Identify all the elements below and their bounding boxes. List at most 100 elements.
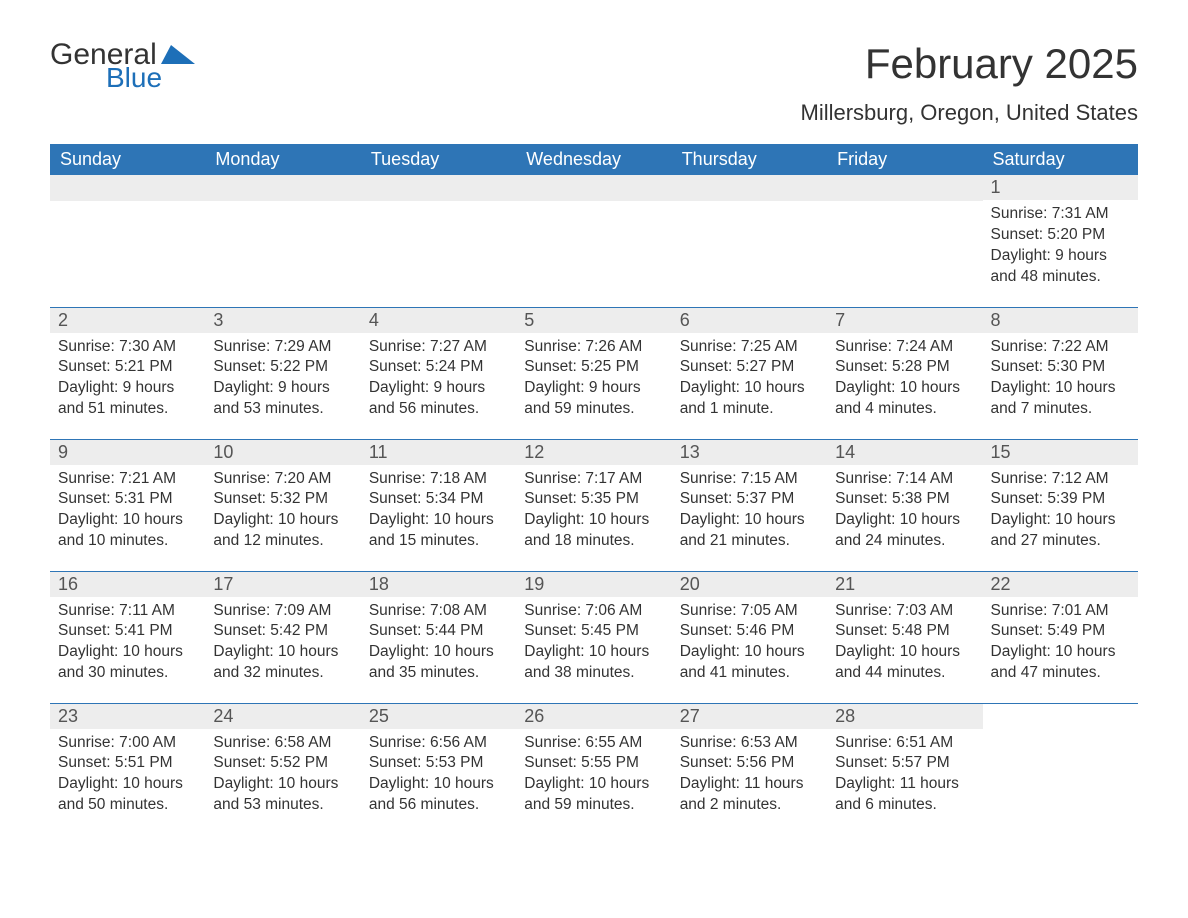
day-details: Sunrise: 7:17 AMSunset: 5:35 PMDaylight:…: [516, 465, 671, 561]
calendar-empty-cell: [361, 175, 516, 307]
calendar-day-cell: 22Sunrise: 7:01 AMSunset: 5:49 PMDayligh…: [983, 571, 1138, 703]
day-header: Thursday: [672, 144, 827, 175]
calendar-empty-cell: [50, 175, 205, 307]
day-details: Sunrise: 6:51 AMSunset: 5:57 PMDaylight:…: [827, 729, 982, 825]
day-details: Sunrise: 7:18 AMSunset: 5:34 PMDaylight:…: [361, 465, 516, 561]
day-number: 13: [672, 440, 827, 465]
day-number: 18: [361, 572, 516, 597]
day-number: 28: [827, 704, 982, 729]
day-number-empty: [205, 175, 360, 201]
day-number-empty: [827, 175, 982, 201]
day-number: 16: [50, 572, 205, 597]
day-details: Sunrise: 7:00 AMSunset: 5:51 PMDaylight:…: [50, 729, 205, 825]
calendar-week-row: 23Sunrise: 7:00 AMSunset: 5:51 PMDayligh…: [50, 703, 1138, 835]
calendar-header-row: SundayMondayTuesdayWednesdayThursdayFrid…: [50, 144, 1138, 175]
day-details: Sunrise: 6:55 AMSunset: 5:55 PMDaylight:…: [516, 729, 671, 825]
calendar-day-cell: 24Sunrise: 6:58 AMSunset: 5:52 PMDayligh…: [205, 703, 360, 835]
day-number: 9: [50, 440, 205, 465]
day-details: Sunrise: 7:26 AMSunset: 5:25 PMDaylight:…: [516, 333, 671, 429]
day-details: Sunrise: 6:53 AMSunset: 5:56 PMDaylight:…: [672, 729, 827, 825]
calendar-day-cell: 2Sunrise: 7:30 AMSunset: 5:21 PMDaylight…: [50, 307, 205, 439]
day-number: 26: [516, 704, 671, 729]
day-number: 8: [983, 308, 1138, 333]
day-number: 23: [50, 704, 205, 729]
day-details: Sunrise: 7:27 AMSunset: 5:24 PMDaylight:…: [361, 333, 516, 429]
day-header: Sunday: [50, 144, 205, 175]
page-title: February 2025: [865, 40, 1138, 88]
calendar-day-cell: 12Sunrise: 7:17 AMSunset: 5:35 PMDayligh…: [516, 439, 671, 571]
day-number: 6: [672, 308, 827, 333]
day-number-empty: [516, 175, 671, 201]
day-details: Sunrise: 7:15 AMSunset: 5:37 PMDaylight:…: [672, 465, 827, 561]
calendar-day-cell: 19Sunrise: 7:06 AMSunset: 5:45 PMDayligh…: [516, 571, 671, 703]
location-subtitle: Millersburg, Oregon, United States: [50, 100, 1138, 126]
day-header: Wednesday: [516, 144, 671, 175]
calendar-day-cell: 23Sunrise: 7:00 AMSunset: 5:51 PMDayligh…: [50, 703, 205, 835]
calendar-day-cell: 20Sunrise: 7:05 AMSunset: 5:46 PMDayligh…: [672, 571, 827, 703]
calendar-day-cell: 10Sunrise: 7:20 AMSunset: 5:32 PMDayligh…: [205, 439, 360, 571]
day-details: Sunrise: 7:09 AMSunset: 5:42 PMDaylight:…: [205, 597, 360, 693]
day-number-empty: [672, 175, 827, 201]
calendar-empty-cell: [672, 175, 827, 307]
calendar-day-cell: 4Sunrise: 7:27 AMSunset: 5:24 PMDaylight…: [361, 307, 516, 439]
calendar-day-cell: 1Sunrise: 7:31 AMSunset: 5:20 PMDaylight…: [983, 175, 1138, 307]
calendar-day-cell: 9Sunrise: 7:21 AMSunset: 5:31 PMDaylight…: [50, 439, 205, 571]
day-details: Sunrise: 7:05 AMSunset: 5:46 PMDaylight:…: [672, 597, 827, 693]
day-number: 25: [361, 704, 516, 729]
day-number: 15: [983, 440, 1138, 465]
day-number: 11: [361, 440, 516, 465]
day-number: 22: [983, 572, 1138, 597]
day-number: 5: [516, 308, 671, 333]
day-number: 2: [50, 308, 205, 333]
day-number: 19: [516, 572, 671, 597]
day-details: Sunrise: 7:30 AMSunset: 5:21 PMDaylight:…: [50, 333, 205, 429]
calendar-day-cell: 14Sunrise: 7:14 AMSunset: 5:38 PMDayligh…: [827, 439, 982, 571]
calendar-day-cell: 11Sunrise: 7:18 AMSunset: 5:34 PMDayligh…: [361, 439, 516, 571]
calendar-day-cell: 28Sunrise: 6:51 AMSunset: 5:57 PMDayligh…: [827, 703, 982, 835]
calendar-week-row: 1Sunrise: 7:31 AMSunset: 5:20 PMDaylight…: [50, 175, 1138, 307]
calendar-day-cell: 25Sunrise: 6:56 AMSunset: 5:53 PMDayligh…: [361, 703, 516, 835]
calendar-week-row: 2Sunrise: 7:30 AMSunset: 5:21 PMDaylight…: [50, 307, 1138, 439]
day-number: 20: [672, 572, 827, 597]
calendar-week-row: 16Sunrise: 7:11 AMSunset: 5:41 PMDayligh…: [50, 571, 1138, 703]
day-header: Friday: [827, 144, 982, 175]
day-number: 17: [205, 572, 360, 597]
day-number: 12: [516, 440, 671, 465]
day-number: 14: [827, 440, 982, 465]
calendar-day-cell: 16Sunrise: 7:11 AMSunset: 5:41 PMDayligh…: [50, 571, 205, 703]
calendar-day-cell: 6Sunrise: 7:25 AMSunset: 5:27 PMDaylight…: [672, 307, 827, 439]
day-number-empty: [361, 175, 516, 201]
day-details: Sunrise: 7:14 AMSunset: 5:38 PMDaylight:…: [827, 465, 982, 561]
calendar-day-cell: 8Sunrise: 7:22 AMSunset: 5:30 PMDaylight…: [983, 307, 1138, 439]
day-number-empty: [50, 175, 205, 201]
day-details: Sunrise: 7:31 AMSunset: 5:20 PMDaylight:…: [983, 200, 1138, 296]
day-number: 24: [205, 704, 360, 729]
day-details: Sunrise: 7:24 AMSunset: 5:28 PMDaylight:…: [827, 333, 982, 429]
day-number: 3: [205, 308, 360, 333]
day-details: Sunrise: 7:29 AMSunset: 5:22 PMDaylight:…: [205, 333, 360, 429]
calendar-body: 1Sunrise: 7:31 AMSunset: 5:20 PMDaylight…: [50, 175, 1138, 835]
header-row: General Blue February 2025: [50, 40, 1138, 92]
day-details: Sunrise: 6:58 AMSunset: 5:52 PMDaylight:…: [205, 729, 360, 825]
day-header: Monday: [205, 144, 360, 175]
calendar-empty-cell: [516, 175, 671, 307]
calendar-day-cell: 7Sunrise: 7:24 AMSunset: 5:28 PMDaylight…: [827, 307, 982, 439]
day-number: 27: [672, 704, 827, 729]
day-header: Saturday: [983, 144, 1138, 175]
day-details: Sunrise: 7:25 AMSunset: 5:27 PMDaylight:…: [672, 333, 827, 429]
day-details: Sunrise: 7:20 AMSunset: 5:32 PMDaylight:…: [205, 465, 360, 561]
calendar-day-cell: 21Sunrise: 7:03 AMSunset: 5:48 PMDayligh…: [827, 571, 982, 703]
calendar-empty-cell: [827, 175, 982, 307]
calendar-day-cell: 5Sunrise: 7:26 AMSunset: 5:25 PMDaylight…: [516, 307, 671, 439]
day-number: 10: [205, 440, 360, 465]
day-number: 21: [827, 572, 982, 597]
day-number: 1: [983, 175, 1138, 200]
day-number: 4: [361, 308, 516, 333]
calendar-day-cell: 15Sunrise: 7:12 AMSunset: 5:39 PMDayligh…: [983, 439, 1138, 571]
calendar-week-row: 9Sunrise: 7:21 AMSunset: 5:31 PMDaylight…: [50, 439, 1138, 571]
day-details: Sunrise: 7:21 AMSunset: 5:31 PMDaylight:…: [50, 465, 205, 561]
calendar-day-cell: 3Sunrise: 7:29 AMSunset: 5:22 PMDaylight…: [205, 307, 360, 439]
calendar-day-cell: 27Sunrise: 6:53 AMSunset: 5:56 PMDayligh…: [672, 703, 827, 835]
day-details: Sunrise: 7:08 AMSunset: 5:44 PMDaylight:…: [361, 597, 516, 693]
day-details: Sunrise: 7:12 AMSunset: 5:39 PMDaylight:…: [983, 465, 1138, 561]
